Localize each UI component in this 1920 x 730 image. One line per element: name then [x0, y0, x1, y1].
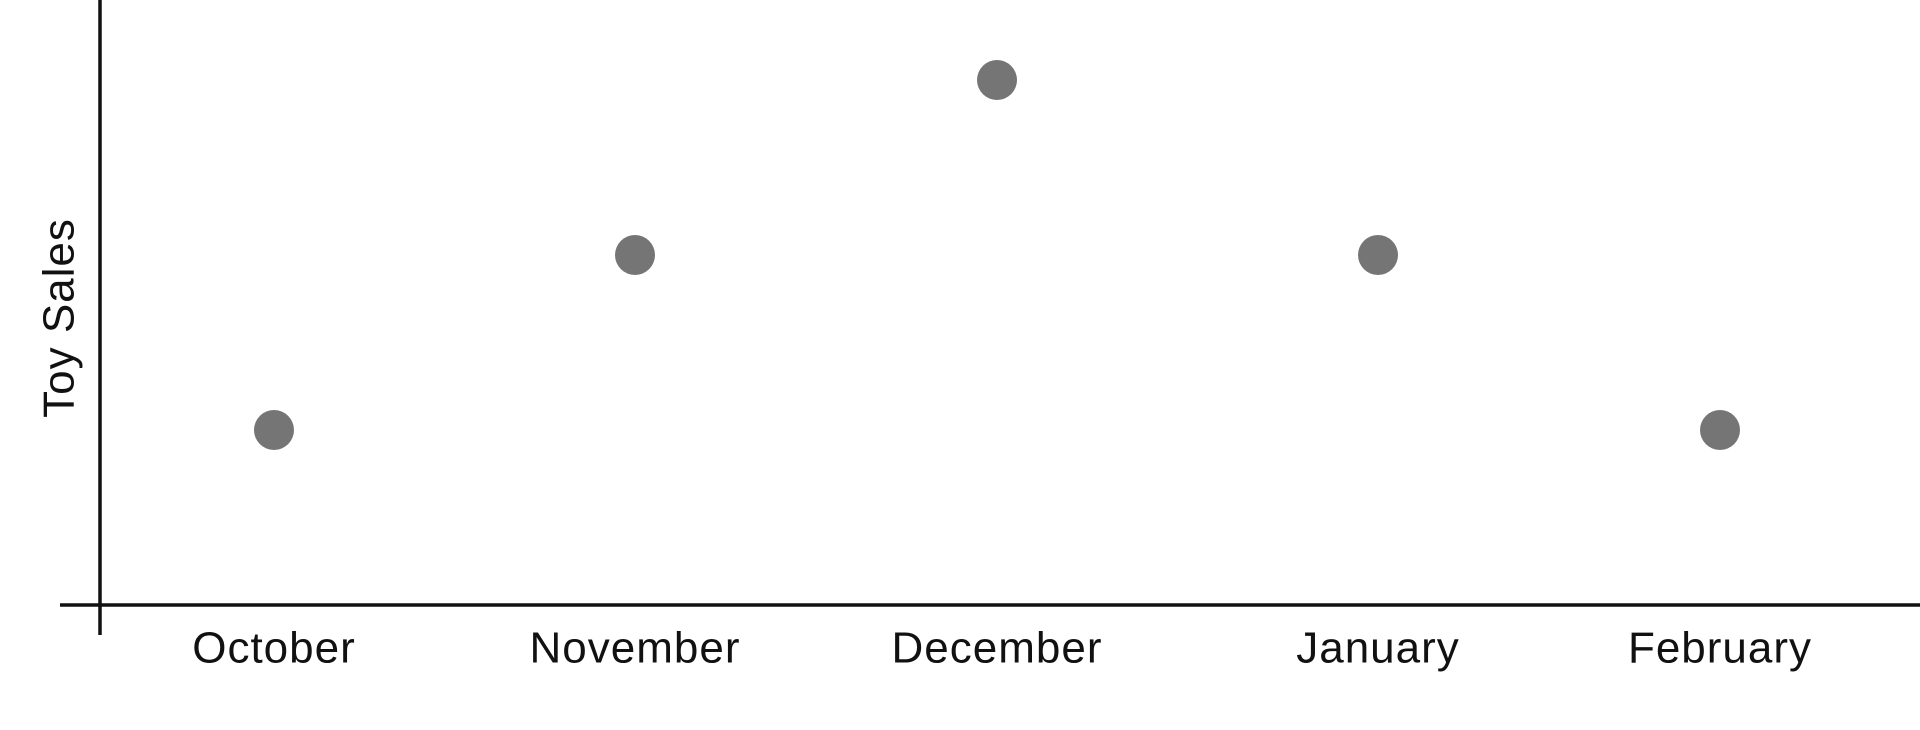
axes	[60, 0, 1920, 635]
data-points	[254, 60, 1740, 450]
x-tick-labels: October November December January February	[192, 624, 1812, 673]
data-point	[615, 235, 655, 275]
x-tick-label: November	[530, 624, 741, 673]
x-tick-label: October	[192, 624, 356, 673]
x-tick-label: February	[1628, 624, 1812, 673]
x-tick-label: December	[892, 624, 1103, 673]
data-point	[1700, 410, 1740, 450]
data-point	[1358, 235, 1398, 275]
y-axis-label: Toy Sales	[35, 218, 84, 418]
x-tick-label: January	[1296, 624, 1460, 673]
data-point	[254, 410, 294, 450]
data-point	[977, 60, 1017, 100]
